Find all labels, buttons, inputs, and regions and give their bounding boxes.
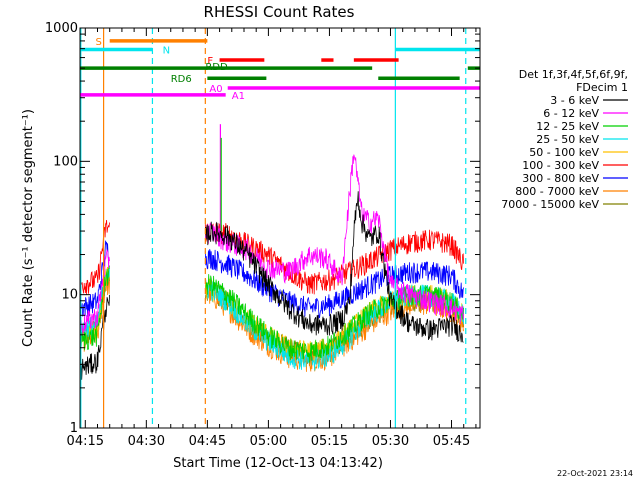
flag-label-f: F (207, 56, 213, 67)
legend-entry-label-2: 6 - 12 keV (543, 107, 599, 120)
x-axis-label: Start Time (12-Oct-13 04:13:42) (173, 456, 383, 471)
flag-label-a0: A0 (209, 84, 222, 95)
x-tick-label-6: 05:30 (372, 434, 409, 449)
legend-entry-label-4: 25 - 50 keV (536, 133, 599, 146)
y-axis-label: Count Rate (s⁻¹ detector segment⁻¹) (21, 109, 36, 347)
series-line-7-part-2 (204, 249, 464, 319)
x-tick-label-4: 05:00 (250, 434, 287, 449)
legend-header-2: FDecim 1 (576, 81, 628, 94)
legend-entry-label-9: 7000 - 15000 keV (501, 198, 599, 211)
flag-label-rdd: RDD (205, 62, 228, 73)
y-tick-label-2: 10 (61, 288, 78, 303)
y-tick-label-4: 1000 (45, 21, 78, 36)
x-tick-label-3: 04:45 (189, 434, 226, 449)
plot-frame (79, 27, 481, 429)
x-tick-label-5: 05:15 (311, 434, 348, 449)
series-line-8-part-2 (204, 285, 464, 372)
legend-entry-label-1: 3 - 6 keV (550, 94, 599, 107)
y-tick-label-1: 1 (70, 421, 78, 436)
y-tick-label-3: 100 (53, 154, 78, 169)
flag-label-n: N (163, 45, 170, 56)
flag-label-rd6: RD6 (171, 74, 192, 85)
series-line-1-part-2 (205, 191, 464, 343)
series-line-2-part-1 (80, 249, 110, 334)
legend-entry-label-3: 12 - 25 keV (536, 120, 599, 133)
x-tick-label-1: 04:15 (67, 434, 104, 449)
legend-entry-label-5: 50 - 100 keV (529, 146, 599, 159)
legend: Det 1f,3f,4f,5f,6f,9f,FDecim 13 - 6 keV6… (501, 68, 628, 211)
chart-title: RHESSI Count Rates (204, 3, 355, 21)
legend-entry-label-6: 100 - 300 keV (522, 159, 599, 172)
data-layer (80, 124, 464, 380)
flag-label-a1: A1 (232, 91, 245, 102)
axes: 04:15 04:30 04:45 05:00 05:15 05:30 05:45 1 10 10… (45, 21, 480, 449)
x-tick-label-2: 04:30 (128, 434, 165, 449)
footer-timestamp: 22-Oct-2021 23:14 (557, 469, 633, 478)
series-line-6-part-1 (80, 219, 110, 295)
series-line-3-part-2 (204, 274, 464, 363)
legend-entry-label-7: 300 - 800 keV (522, 172, 599, 185)
flag-label-s: S (95, 37, 101, 48)
series-line-1-part-1 (80, 294, 110, 380)
x-tick-label-7: 05:45 (433, 434, 470, 449)
legend-header-1: Det 1f,3f,4f,5f,6f,9f, (519, 68, 628, 81)
series-line-6-part-2 (204, 222, 464, 295)
legend-entry-label-8: 800 - 7000 keV (515, 185, 599, 198)
series-line-3-part-1 (80, 265, 110, 351)
